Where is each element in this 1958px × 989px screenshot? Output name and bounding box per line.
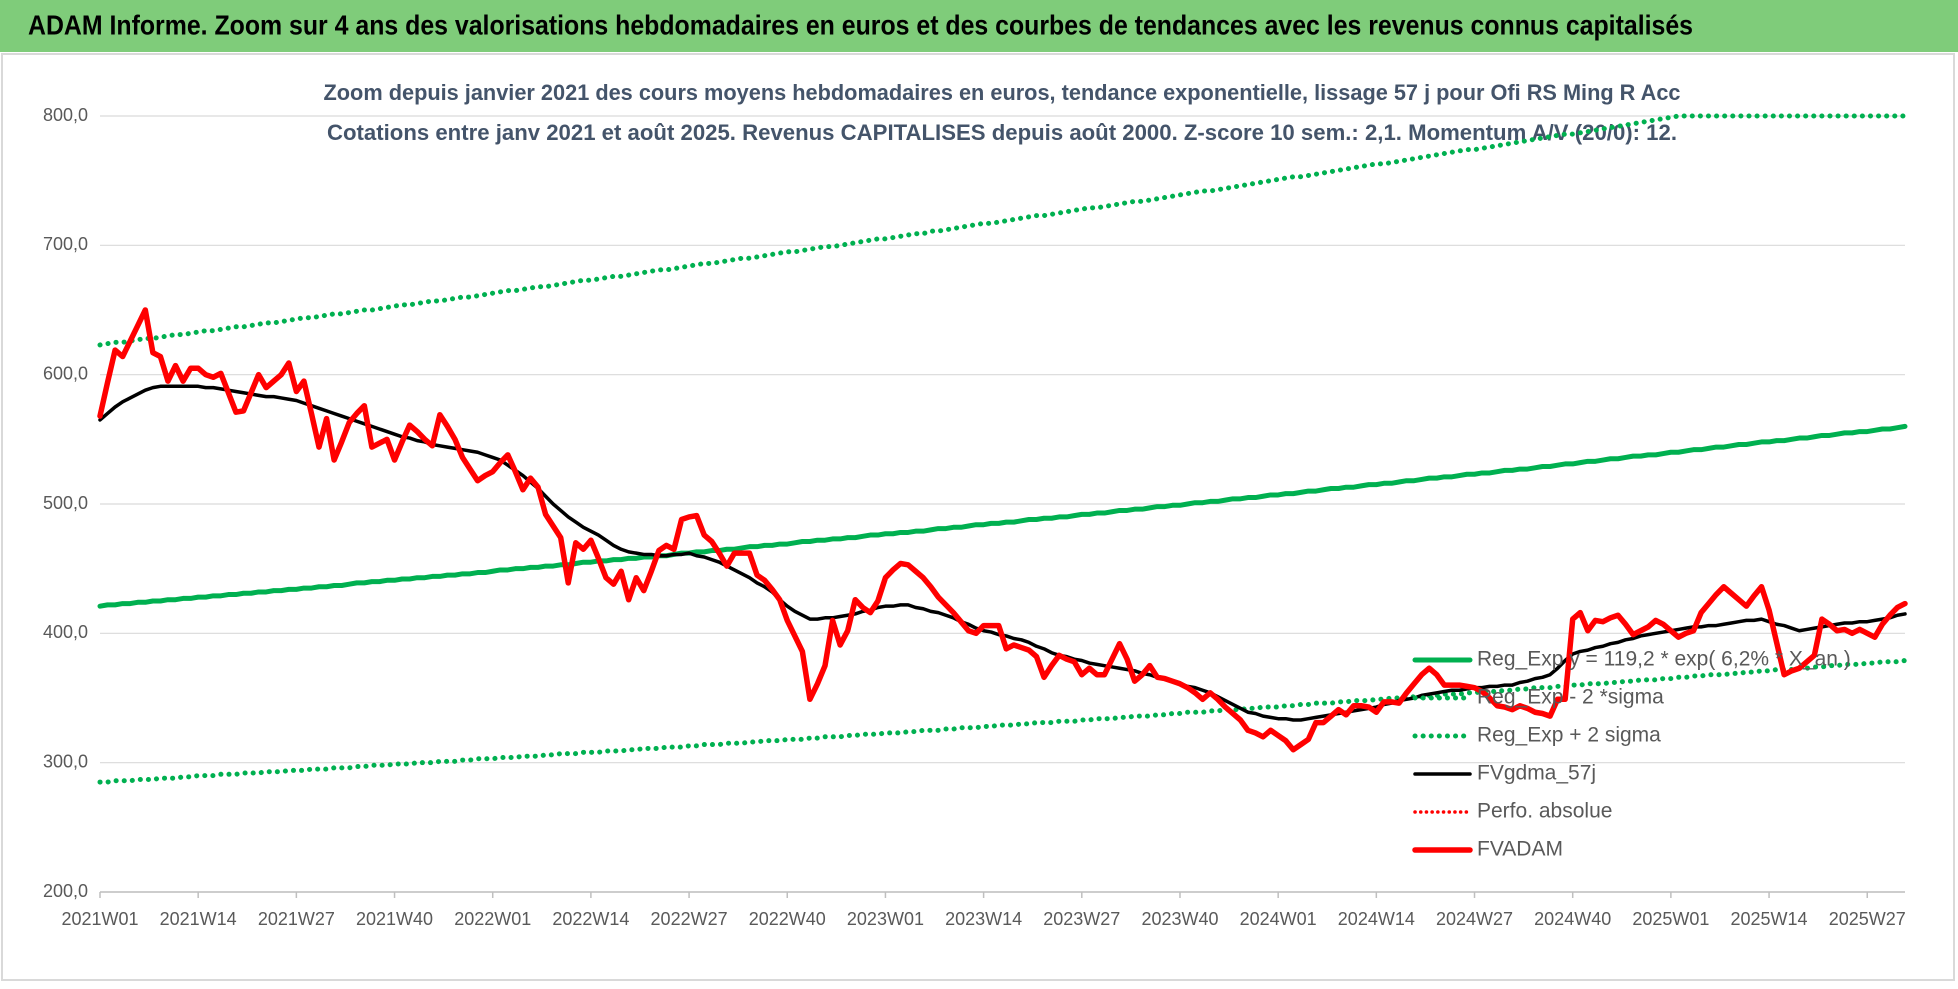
- subtitle-line: Cotations entre janv 2021 et août 2025. …: [327, 120, 1677, 145]
- x-tick-label: 2023W14: [945, 909, 1022, 929]
- y-tick-label: 300,0: [43, 751, 88, 771]
- x-tick-label: 2021W40: [356, 909, 433, 929]
- legend-label: FVADAM: [1477, 838, 1563, 861]
- header-title: ADAM Informe. Zoom sur 4 ans des valoris…: [28, 9, 1693, 40]
- series-line: [97, 657, 1908, 785]
- legend-label: FVgdma_57j: [1477, 762, 1596, 785]
- y-tick-label: 600,0: [43, 363, 88, 383]
- x-tick-label: 2024W40: [1534, 909, 1611, 929]
- x-tick-label: 2025W01: [1632, 909, 1709, 929]
- series-line: [97, 307, 1908, 753]
- x-tick-label: 2024W14: [1338, 909, 1415, 929]
- x-tick-label: 2023W40: [1141, 909, 1218, 929]
- grid: [100, 115, 1905, 893]
- y-tick-label: 200,0: [43, 881, 88, 901]
- header-band: [0, 0, 1958, 52]
- x-tick-label: 2023W27: [1043, 909, 1120, 929]
- series-line: [97, 113, 1908, 348]
- legend-label: Reg_Exp - 2 *sigma: [1477, 686, 1664, 709]
- x-tick-label: 2022W14: [552, 909, 629, 929]
- y-tick-label: 800,0: [43, 105, 88, 125]
- y-tick-label: 700,0: [43, 234, 88, 254]
- legend-label: Reg_Exp y = 119,2 * exp( 6,2% * X_an ): [1477, 648, 1851, 671]
- x-tick-label: 2024W01: [1240, 909, 1317, 929]
- legend-label: Reg_Exp + 2 sigma: [1477, 724, 1661, 747]
- x-tick-label: 2024W27: [1436, 909, 1513, 929]
- x-tick-label: 2022W40: [749, 909, 826, 929]
- y-tick-label: 500,0: [43, 493, 88, 513]
- x-tick-label: 2025W14: [1731, 909, 1808, 929]
- x-tick-label: 2022W01: [454, 909, 531, 929]
- x-tick-label: 2021W14: [160, 909, 237, 929]
- legend-label: Perfo. absolue: [1477, 800, 1612, 823]
- y-tick-label: 400,0: [43, 622, 88, 642]
- x-tick-label: 2021W27: [258, 909, 335, 929]
- x-tick-label: 2021W01: [61, 909, 138, 929]
- chart-frame: [1, 53, 1955, 981]
- x-tick-label: 2023W01: [847, 909, 924, 929]
- subtitle-line: Zoom depuis janvier 2021 des cours moyen…: [324, 80, 1681, 105]
- x-tick-label: 2025W27: [1829, 909, 1906, 929]
- x-tick-label: 2022W27: [651, 909, 728, 929]
- series-line: [97, 423, 1908, 609]
